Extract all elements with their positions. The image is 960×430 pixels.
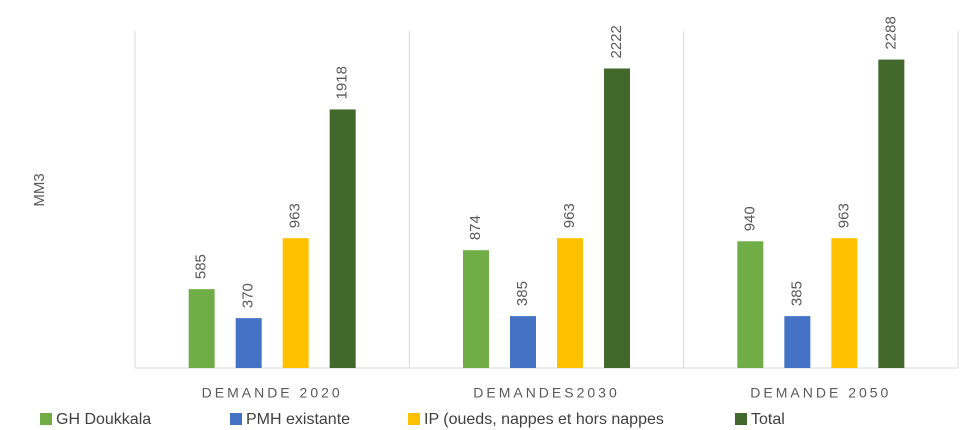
data-label: 963 bbox=[835, 203, 852, 228]
data-label: 963 bbox=[561, 203, 578, 228]
bar bbox=[831, 238, 858, 368]
bar bbox=[282, 238, 309, 368]
data-label: 963 bbox=[287, 203, 304, 228]
data-label: 370 bbox=[240, 283, 257, 308]
data-label: 1918 bbox=[334, 66, 351, 99]
data-label: 2222 bbox=[608, 25, 625, 58]
legend-label: PMH existante bbox=[246, 411, 350, 428]
bar bbox=[737, 241, 764, 368]
x-tick-label: DEMANDES2030 bbox=[473, 385, 620, 401]
bar bbox=[463, 250, 489, 368]
bar bbox=[510, 316, 536, 368]
data-label: 874 bbox=[467, 215, 484, 240]
legend-swatch bbox=[408, 413, 420, 425]
data-label: 385 bbox=[788, 281, 805, 306]
data-label: 940 bbox=[741, 206, 758, 231]
bar bbox=[604, 68, 630, 369]
legend-label: Total bbox=[751, 411, 785, 428]
x-tick-label: DEMANDE 2020 bbox=[202, 385, 343, 401]
bar bbox=[329, 109, 356, 368]
legend-swatch bbox=[40, 413, 52, 425]
legend-label: GH Doukkala bbox=[56, 411, 151, 428]
data-label: 2288 bbox=[882, 16, 899, 49]
bar bbox=[188, 289, 215, 368]
bar bbox=[784, 316, 811, 368]
legend-swatch bbox=[230, 413, 242, 425]
x-tick-label: DEMANDE 2050 bbox=[750, 385, 891, 401]
legend-label: IP (oueds, nappes et hors nappes bbox=[424, 411, 664, 428]
bar bbox=[235, 318, 262, 368]
legend-swatch bbox=[735, 413, 747, 425]
data-label: 385 bbox=[514, 281, 531, 306]
bar bbox=[557, 238, 583, 368]
bar bbox=[878, 59, 905, 368]
data-label: 585 bbox=[193, 254, 210, 279]
y-axis-label: MM3 bbox=[31, 173, 48, 206]
